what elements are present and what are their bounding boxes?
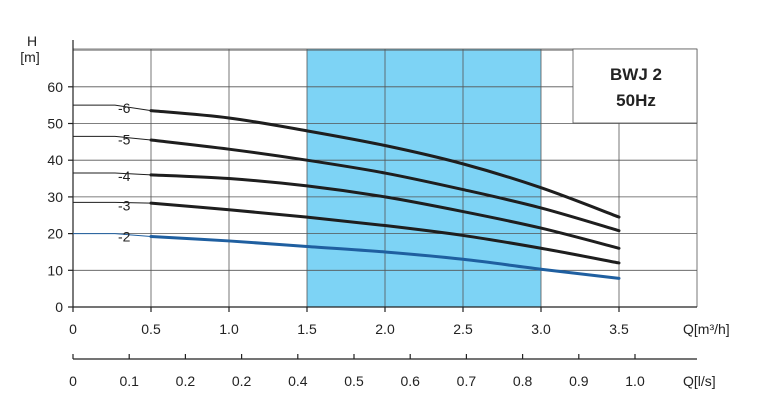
leader-3 [73, 201, 152, 204]
x-tick-label-7: 3.5 [609, 321, 629, 337]
x2-tick-label-7: 0.7 [457, 373, 477, 389]
x2-tick-label-4: 0.4 [288, 373, 308, 389]
leader-6 [73, 104, 152, 112]
x2-tick-label-5: 0.5 [344, 373, 364, 389]
curve-4 [149, 173, 621, 250]
x2-tick-label-6: 0.6 [400, 373, 420, 389]
x-tick-label-2: 1.0 [219, 321, 239, 337]
x-tick-label-1: 0.5 [141, 321, 161, 337]
x2-tick-label-8: 0.8 [513, 373, 533, 389]
y-tick-label-50: 50 [47, 116, 63, 132]
x2-tick-label-2: 0.2 [176, 373, 196, 389]
curves [149, 109, 621, 280]
x-tick-label-6: 3.0 [531, 321, 551, 337]
curve-label-4: -4 [118, 168, 131, 184]
x2-tick-label-3: 0.2 [232, 373, 252, 389]
tick-labels: 0 10 20 30 40 50 60 0 0.5 1.0 1.5 2.0 2.5 3.0 3.5 0 0.1 0… [47, 79, 645, 389]
y-tick-label-40: 40 [47, 152, 63, 168]
y-tick-label-0: 0 [55, 299, 63, 315]
y-axis-unit: [m] [20, 49, 39, 65]
curve-6 [149, 109, 621, 219]
x2-axis-unit: Q[l/s] [683, 373, 716, 389]
x-tick-label-4: 2.0 [375, 321, 395, 337]
y-tick-label-10: 10 [47, 262, 63, 278]
chart-subtitle: 50Hz [616, 91, 656, 110]
leader-5 [73, 135, 152, 141]
y-axis-label: H [27, 33, 37, 49]
y-tick-label-30: 30 [47, 189, 63, 205]
y-tick-label-60: 60 [47, 79, 63, 95]
x2-tick-label-1: 0.1 [119, 373, 139, 389]
x2-tick-label-10: 1.0 [625, 373, 645, 389]
curve-label-2: -2 [118, 229, 131, 245]
x-axis-unit: Q[m³/h] [683, 321, 730, 337]
y-tick-label-20: 20 [47, 226, 63, 242]
leader-2 [73, 233, 152, 238]
curve-label-3: -3 [118, 197, 131, 213]
chart-title: BWJ 2 [610, 65, 662, 84]
leader-4 [73, 172, 152, 176]
x-tick-label-3: 1.5 [297, 321, 317, 337]
highlight-band [307, 49, 541, 307]
curve-3 [149, 201, 621, 265]
x2-tick-label-0: 0 [69, 373, 77, 389]
curve-leaders [73, 104, 152, 238]
x-tick-label-0: 0 [69, 321, 77, 337]
grid [68, 40, 698, 360]
x-tick-label-5: 2.5 [453, 321, 473, 337]
x2-tick-label-9: 0.9 [569, 373, 589, 389]
title-box [572, 48, 698, 124]
curve-label-5: -5 [118, 131, 131, 147]
curve-5 [149, 138, 621, 233]
curve-2 [149, 235, 621, 280]
curve-label-6: -6 [118, 100, 131, 116]
curve-labels: -2 -3 -4 -5 -6 [118, 100, 131, 244]
